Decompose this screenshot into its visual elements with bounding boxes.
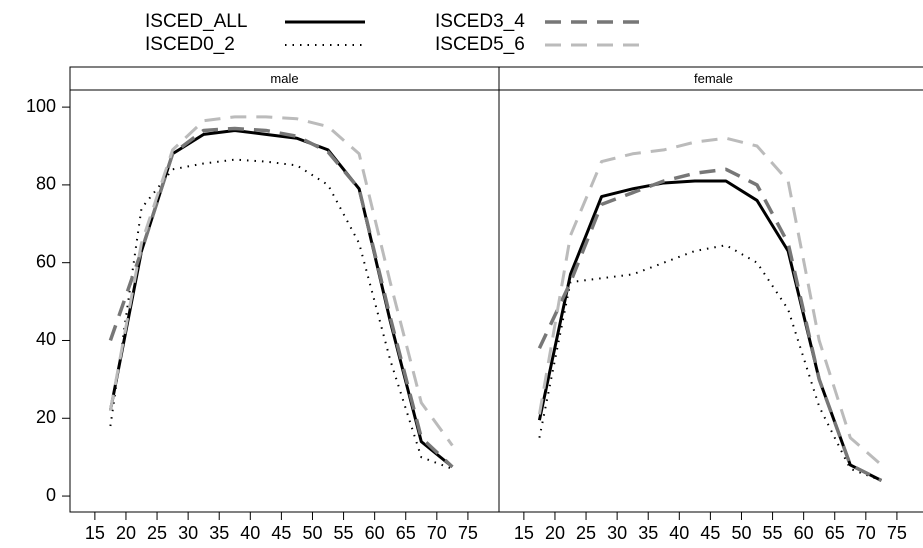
- x-tick-label: 65: [396, 523, 416, 543]
- series-line: [537, 167, 883, 483]
- x-tick-label: 35: [209, 523, 229, 543]
- series-line: [537, 179, 883, 482]
- y-tick-label: 20: [36, 407, 56, 427]
- x-tick-label: 20: [545, 523, 565, 543]
- legend-label: ISCED3_4: [435, 11, 525, 32]
- series-line: [537, 136, 883, 467]
- y-tick-label: 40: [36, 329, 56, 349]
- y-tick-label: 60: [36, 251, 56, 271]
- series-line: [108, 126, 454, 469]
- x-tick-label: 25: [576, 523, 596, 543]
- x-tick-label: 45: [700, 523, 720, 543]
- x-tick-label: 35: [638, 523, 658, 543]
- x-tick-label: 55: [334, 523, 354, 543]
- x-tick-label: 70: [427, 523, 447, 543]
- x-tick-label: 50: [731, 523, 751, 543]
- x-tick-label: 30: [178, 523, 198, 543]
- x-tick-label: 40: [669, 523, 689, 543]
- x-tick-label: 60: [365, 523, 385, 543]
- series-line: [109, 158, 453, 470]
- x-tick-label: 50: [302, 523, 322, 543]
- y-tick-label: 100: [26, 96, 56, 116]
- x-tick-label: 15: [85, 523, 105, 543]
- legend-label: ISCED5_6: [435, 34, 525, 55]
- x-tick-label: 55: [763, 523, 783, 543]
- x-tick-label: 30: [607, 523, 627, 543]
- x-tick-label: 25: [147, 523, 167, 543]
- panel-title: male: [270, 71, 298, 86]
- x-tick-label: 75: [887, 523, 907, 543]
- series-line: [108, 115, 454, 447]
- x-tick-label: 75: [458, 523, 478, 543]
- x-tick-label: 60: [794, 523, 814, 543]
- legend-label: ISCED0_2: [145, 34, 235, 55]
- panel-title: female: [694, 71, 733, 86]
- x-tick-label: 70: [856, 523, 876, 543]
- legend-label: ISCED_ALL: [145, 11, 247, 32]
- x-tick-label: 15: [514, 523, 534, 543]
- y-tick-label: 80: [36, 174, 56, 194]
- x-tick-label: 45: [271, 523, 291, 543]
- x-tick-label: 20: [116, 523, 136, 543]
- y-tick-label: 0: [46, 485, 56, 505]
- x-tick-label: 40: [240, 523, 260, 543]
- series-line: [538, 244, 882, 482]
- panel-frame: [498, 89, 923, 513]
- x-tick-label: 65: [825, 523, 845, 543]
